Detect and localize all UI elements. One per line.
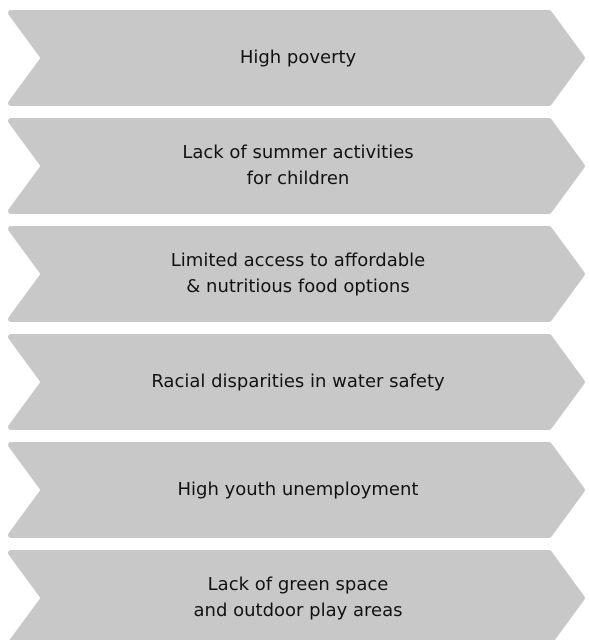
- chevron-step: High youth unemployment: [8, 442, 585, 538]
- chevron-shape: [8, 334, 585, 430]
- chevron-shape: [8, 226, 585, 322]
- step-label: and outdoor play areas: [194, 600, 403, 621]
- chevron-shape: [8, 442, 585, 538]
- chevron-step: Limited access to affordable & nutritious…: [8, 226, 585, 322]
- step-label: for children: [247, 168, 350, 189]
- chevron-step: High poverty: [8, 10, 585, 106]
- step-label: Lack of summer activities: [182, 142, 413, 163]
- chevron-step: Racial disparities in water safety: [8, 334, 585, 430]
- chevron-shape: [8, 118, 585, 214]
- step-label: High youth unemployment: [178, 479, 419, 500]
- chevron-shape: [8, 550, 585, 640]
- chevron-step: Lack of green space and outdoor play area…: [8, 550, 585, 640]
- step-label: & nutritious food options: [186, 276, 409, 297]
- step-label: High poverty: [240, 47, 357, 68]
- chevron-step: Lack of summer activities for children: [8, 118, 585, 214]
- step-label: Racial disparities in water safety: [151, 371, 445, 392]
- chevron-shape: [8, 10, 585, 106]
- step-label: Lack of green space: [208, 574, 389, 595]
- step-label: Limited access to affordable: [171, 250, 426, 271]
